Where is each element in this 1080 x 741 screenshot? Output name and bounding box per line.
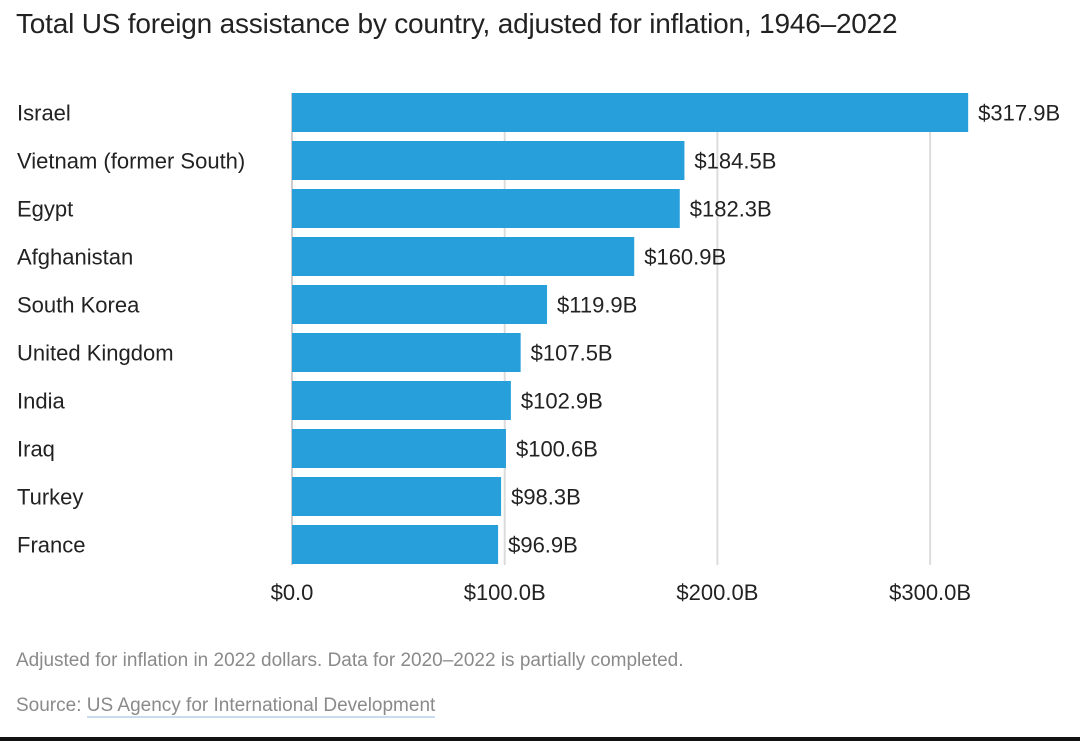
bar xyxy=(292,381,511,420)
bar xyxy=(292,429,506,468)
category-label: Israel xyxy=(17,101,71,126)
category-label: India xyxy=(17,389,65,414)
bar xyxy=(292,525,499,564)
category-label: France xyxy=(17,533,85,558)
bottom-rule xyxy=(0,737,1080,741)
category-label: Iraq xyxy=(17,437,55,462)
value-label: $98.3B xyxy=(511,485,581,510)
bar xyxy=(292,237,635,276)
category-label: South Korea xyxy=(17,293,140,318)
value-label: $107.5B xyxy=(531,341,613,366)
x-tick-label: $0.0 xyxy=(271,580,314,605)
category-label: Turkey xyxy=(17,485,83,510)
x-tick-label: $300.0B xyxy=(889,580,971,605)
category-label: Egypt xyxy=(17,197,73,222)
x-tick-label: $100.0B xyxy=(464,580,546,605)
chart-note: Adjusted for inflation in 2022 dollars. … xyxy=(16,650,684,671)
value-label: $160.9B xyxy=(644,245,726,270)
chart-source: Source: US Agency for International Deve… xyxy=(16,695,436,718)
chart-title: Total US foreign assistance by country, … xyxy=(16,8,898,39)
bar xyxy=(292,189,680,228)
category-label: Afghanistan xyxy=(17,245,133,270)
source-prefix: Source: xyxy=(16,695,87,716)
value-label: $100.6B xyxy=(516,437,598,462)
x-tick-label: $200.0B xyxy=(676,580,758,605)
bar-chart: Israel $317.9B Vietnam (former South) $184.… xyxy=(17,93,1060,605)
bar xyxy=(292,285,548,324)
value-label: $182.3B xyxy=(690,197,772,222)
value-label: $102.9B xyxy=(521,389,603,414)
value-label: $184.5B xyxy=(694,149,776,174)
bar xyxy=(292,93,969,132)
value-label: $317.9B xyxy=(978,101,1060,126)
category-label: Vietnam (former South) xyxy=(17,149,245,174)
bar xyxy=(292,477,502,516)
bar xyxy=(292,141,685,180)
value-label: $119.9B xyxy=(557,293,637,318)
value-label: $96.9B xyxy=(508,533,578,558)
bar xyxy=(292,333,521,372)
category-label: United Kingdom xyxy=(17,341,174,366)
source-link[interactable]: US Agency for International Development xyxy=(86,695,436,718)
